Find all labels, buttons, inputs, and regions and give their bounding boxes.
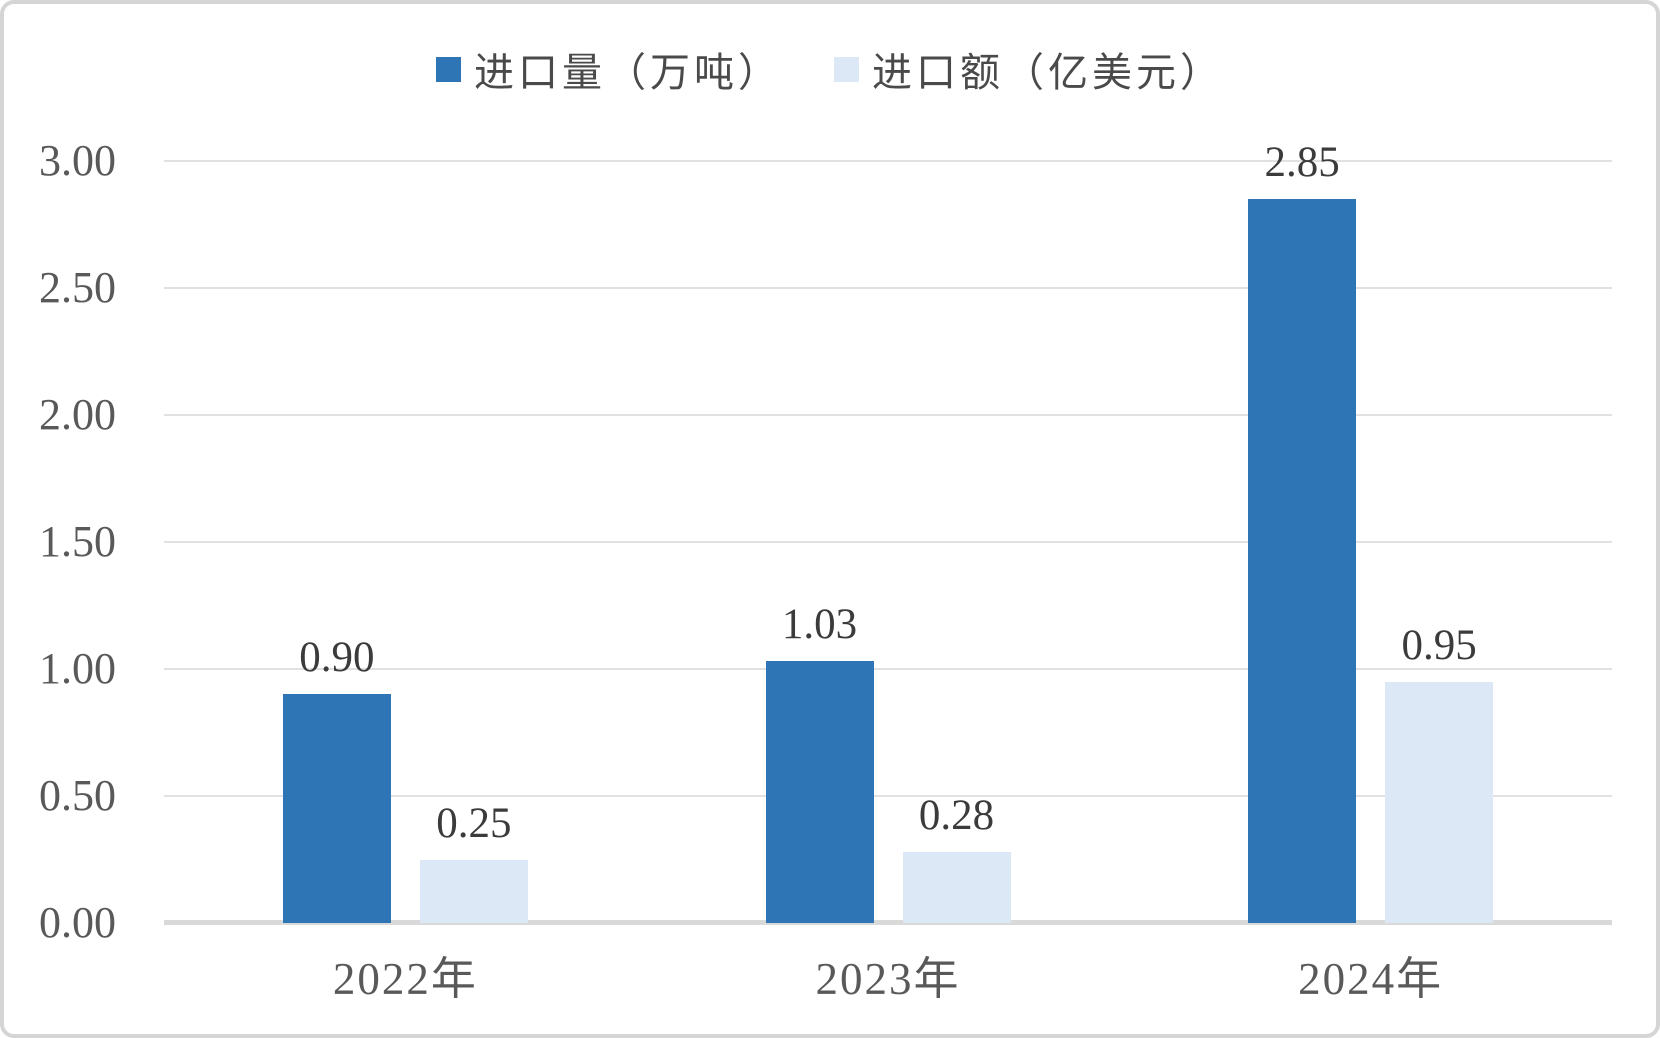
bar-value-label: 0.25 <box>436 799 512 847</box>
y-tick-label: 1.50 <box>39 517 116 566</box>
x-axis-label: 2022年 <box>332 954 478 1004</box>
gridline <box>164 668 1612 670</box>
y-tick-label: 3.00 <box>39 136 116 185</box>
bar-value-label: 0.28 <box>918 791 995 839</box>
bar-wrap: 0.28 <box>902 792 1011 923</box>
gridline <box>164 160 1612 162</box>
bar-group-2023年: 1.03 0.28 <box>765 601 1011 923</box>
bar-import-volume[interactable] <box>1248 199 1357 923</box>
bar-import-volume[interactable] <box>282 694 391 923</box>
y-tick-label: 2.00 <box>39 390 116 439</box>
bar-wrap: 2.85 <box>1248 139 1357 923</box>
x-axis-line <box>164 920 1612 925</box>
y-tick-label: 2.50 <box>39 263 116 312</box>
gridline <box>164 541 1612 543</box>
legend-label-import-volume: 进口量（万吨） <box>474 50 782 95</box>
bar-import-volume[interactable] <box>765 661 874 923</box>
bar-value-label: 1.03 <box>781 601 858 649</box>
legend-item-import-value[interactable]: 进口额（亿美元） <box>834 40 1224 98</box>
bar-group-2024年: 2.85 0.95 <box>1248 139 1494 923</box>
y-tick-label: 1.00 <box>39 644 116 693</box>
gridline <box>164 287 1612 289</box>
bar-import-value[interactable] <box>419 859 528 923</box>
bar-wrap: 0.25 <box>419 800 528 923</box>
bar-group-2022年: 0.90 0.25 <box>282 634 528 923</box>
bar-import-value[interactable] <box>902 851 1011 923</box>
legend-swatch-import-value <box>834 56 859 82</box>
legend-swatch-import-volume <box>436 56 461 82</box>
bar-value-label: 0.90 <box>299 634 375 682</box>
plot-area: 0.90 0.25 1.03 0.28 2.85 0.95 <box>164 139 1612 925</box>
x-axis-label: 2024年 <box>1298 954 1444 1004</box>
bar-value-label: 0.95 <box>1401 621 1477 669</box>
bar-wrap: 0.90 <box>282 634 391 923</box>
gridline <box>164 795 1612 797</box>
gridline <box>164 414 1612 416</box>
x-axis-label: 2023年 <box>815 954 961 1004</box>
bar-wrap: 1.03 <box>765 601 874 923</box>
y-tick-label: 0.00 <box>39 898 116 947</box>
bar-value-label: 2.85 <box>1264 139 1340 187</box>
legend: 进口量（万吨） 进口额（亿美元） <box>4 40 1656 98</box>
legend-label-import-value: 进口额（亿美元） <box>872 50 1224 95</box>
bar-wrap: 0.95 <box>1385 622 1494 923</box>
legend-item-import-volume[interactable]: 进口量（万吨） <box>436 40 782 98</box>
y-tick-label: 0.50 <box>39 771 116 820</box>
bar-import-value[interactable] <box>1385 681 1494 923</box>
